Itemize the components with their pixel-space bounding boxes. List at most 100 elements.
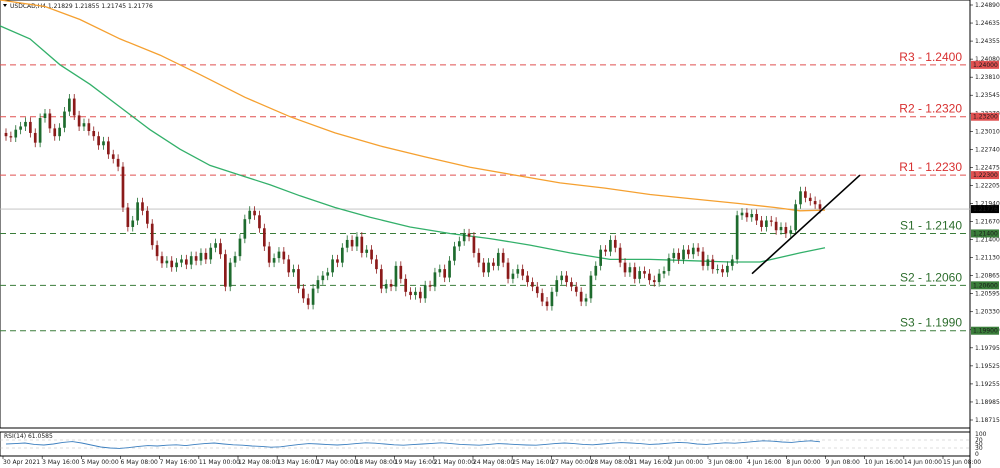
candle-body	[511, 273, 515, 279]
candle-body	[214, 243, 217, 248]
time-axis-label: 11 May 00:00	[199, 459, 240, 466]
candle-body	[72, 98, 76, 116]
candle	[126, 202, 130, 232]
candle	[570, 277, 573, 292]
price-axis-label: 1.24635	[975, 20, 1000, 27]
candle-body	[760, 220, 763, 227]
candle-body	[443, 269, 447, 278]
candle-body	[272, 258, 276, 263]
candle-body	[623, 262, 627, 273]
candle-body	[92, 130, 96, 137]
candle-body	[209, 247, 213, 260]
candle-body	[560, 275, 564, 281]
candle	[14, 125, 18, 143]
candle-body	[599, 249, 602, 266]
candle	[189, 251, 193, 270]
candle-body	[301, 288, 305, 299]
candle-body	[82, 123, 86, 127]
candle	[535, 282, 539, 298]
candle	[613, 235, 617, 253]
candle-body	[414, 291, 417, 296]
level-price-tag	[971, 281, 999, 290]
candle-body	[331, 259, 334, 273]
price-axis-label: 1.20330	[975, 309, 1000, 316]
candle-body	[53, 128, 57, 137]
candle-body	[58, 127, 61, 137]
rsi-axis-label: 70	[975, 437, 983, 444]
time-axis-label: 9 Jun 08:00	[826, 459, 860, 466]
candle	[774, 217, 778, 235]
candle-body	[418, 291, 422, 299]
candle	[287, 254, 291, 277]
candle-body	[126, 207, 130, 227]
candle-body	[789, 230, 793, 234]
candle	[701, 247, 705, 271]
candle	[233, 251, 237, 268]
price-axis-label: 1.22475	[975, 164, 1000, 171]
candle	[306, 293, 310, 310]
candle-body	[360, 236, 364, 253]
candle	[170, 256, 174, 272]
candle-body	[687, 249, 690, 255]
candle-body	[550, 291, 554, 307]
candle-body	[228, 262, 232, 287]
candle	[745, 208, 749, 222]
candle	[804, 186, 807, 203]
candle	[224, 249, 227, 292]
candle	[492, 258, 495, 271]
price-axis-label: 1.23010	[975, 128, 1000, 135]
candle	[331, 254, 334, 277]
candle-body	[433, 272, 437, 287]
candle-body	[755, 214, 758, 221]
candle-body	[204, 252, 208, 260]
time-axis-label: 12 May 08:00	[238, 459, 279, 466]
candle-body	[170, 260, 174, 268]
candle-body	[258, 215, 261, 229]
candle	[618, 243, 622, 268]
candle	[68, 94, 71, 117]
candle	[667, 253, 671, 276]
candle	[526, 271, 529, 287]
candle-body	[29, 121, 32, 133]
candle	[540, 288, 544, 307]
candle	[136, 197, 139, 226]
candle	[355, 232, 359, 251]
candle	[740, 208, 744, 220]
price-axis-label: 1.24355	[975, 38, 1000, 45]
candle-body	[253, 210, 256, 216]
candle	[150, 219, 154, 250]
candle	[779, 222, 783, 235]
candle-body	[487, 262, 490, 273]
candle-body	[589, 275, 593, 299]
candle	[628, 262, 632, 277]
candle-body	[721, 269, 724, 273]
candle-body	[14, 129, 18, 138]
candle	[311, 284, 315, 310]
candle-body	[194, 256, 198, 261]
candle	[214, 238, 217, 253]
candle	[63, 107, 66, 133]
candle	[43, 108, 47, 123]
candle	[813, 196, 817, 209]
candle-body	[97, 136, 100, 146]
candle	[799, 186, 802, 209]
price-axis-label: 1.21670	[975, 219, 1000, 226]
candle-body	[384, 284, 388, 289]
candle	[589, 271, 593, 303]
candle-body	[570, 282, 573, 287]
candle	[560, 271, 564, 285]
candle-body	[667, 258, 671, 272]
candle	[131, 215, 135, 232]
candle-body	[243, 219, 247, 239]
candle	[53, 123, 57, 141]
candle	[594, 261, 598, 281]
candle-body	[609, 239, 612, 252]
candle	[111, 149, 115, 164]
candle-body	[219, 243, 222, 255]
candle	[194, 251, 198, 266]
candle-body	[472, 236, 476, 253]
candle	[321, 271, 325, 285]
candle-body	[516, 269, 520, 274]
candle-body	[496, 252, 500, 266]
candle	[716, 264, 719, 274]
